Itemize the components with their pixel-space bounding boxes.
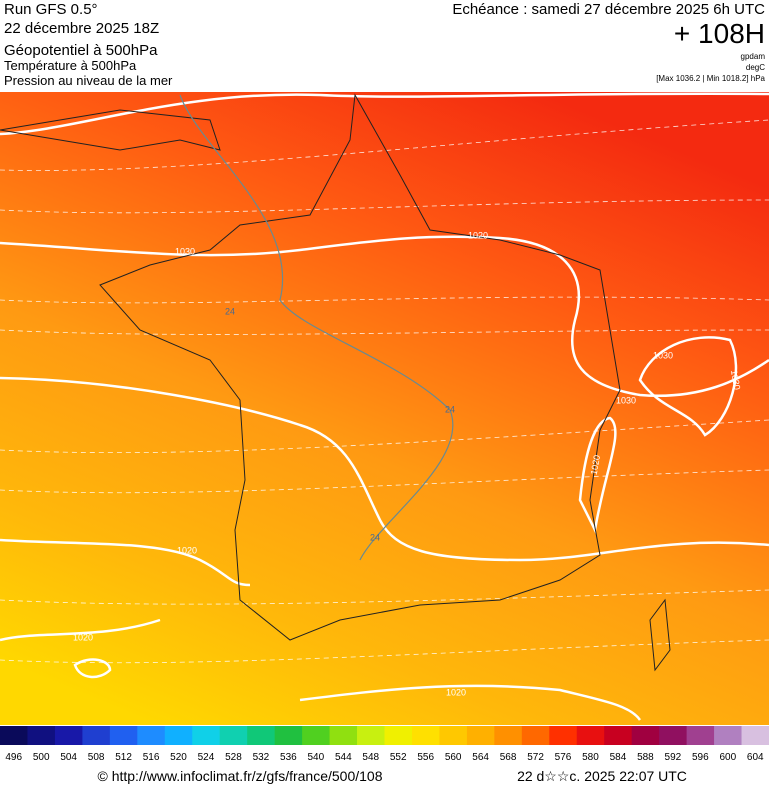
scale-cell (329, 726, 358, 745)
contour-label: 1030 (653, 350, 673, 360)
scale-label: 496 (5, 752, 22, 763)
scale-cell (549, 726, 578, 745)
scale-label: 516 (143, 752, 160, 763)
footer-date: 22 d☆☆c. 2025 22:07 UTC (517, 768, 687, 784)
coastline (0, 93, 671, 672)
scale-cell (604, 726, 633, 745)
map-field (0, 92, 769, 725)
echeance: Echéance : samedi 27 décembre 2025 6h UT… (452, 1, 765, 18)
contour-label: 24 (445, 404, 455, 414)
scale-cell (659, 726, 688, 745)
scale-cell (714, 726, 743, 745)
contour-label: 1020 (468, 230, 488, 240)
scale-label: 600 (719, 752, 736, 763)
footer-url: © http://www.infoclimat.fr/z/gfs/france/… (98, 768, 383, 784)
scale-cell (302, 726, 331, 745)
offset: + 108H (674, 18, 765, 49)
contour-label: 24 (370, 532, 380, 542)
contour-label: 1030 (729, 369, 742, 390)
scale-label: 580 (582, 752, 599, 763)
scale-cell (274, 726, 303, 745)
scale-cell (494, 726, 523, 745)
scale-label: 504 (60, 752, 77, 763)
scale-cell (384, 726, 413, 745)
scale-label: 568 (500, 752, 517, 763)
scale-label: 500 (33, 752, 50, 763)
scale-label: 552 (390, 752, 407, 763)
scale-cell (247, 726, 276, 745)
scale-cell (411, 726, 440, 745)
scale-label: 536 (280, 752, 297, 763)
scale-label: 560 (445, 752, 462, 763)
run-date: 22 décembre 2025 18Z (4, 20, 159, 37)
scale-cell (82, 726, 111, 745)
scale-label: 584 (610, 752, 627, 763)
contour-label: 1030 (616, 395, 636, 405)
unit: degC (746, 63, 765, 72)
contour-label: 1020 (177, 545, 197, 555)
range: [Max 1036.2 | Min 1018.2] hPa (656, 74, 765, 83)
scale-label: 548 (362, 752, 379, 763)
scale-cell (686, 726, 715, 745)
scale-label: 528 (225, 752, 242, 763)
scale-cell (219, 726, 248, 745)
map (0, 92, 769, 725)
scale-label: 564 (472, 752, 489, 763)
scale-label: 544 (335, 752, 352, 763)
scale-cell (741, 726, 769, 745)
contour-labels: 1030 1020 24 1030 1030 1030 1020 24 1020… (73, 230, 742, 697)
field: Géopotentiel à 500hPa (4, 42, 158, 59)
contour-label: 1020 (589, 454, 602, 475)
scale-cell (521, 726, 550, 745)
scale-cell (27, 726, 56, 745)
scale-cell (109, 726, 138, 745)
scale-cell (164, 726, 193, 745)
color-scale: 496 500 504 508 512 516 520 524 528 532 536 540 544 5… (0, 726, 769, 763)
scale-label: 588 (637, 752, 654, 763)
scale-label: 596 (692, 752, 709, 763)
scale-label: 576 (555, 752, 572, 763)
scale-label: 572 (527, 752, 544, 763)
unit: gpdam (741, 52, 766, 61)
scale-cell (357, 726, 385, 745)
scale-cell (576, 726, 605, 745)
contour-label: 1020 (446, 687, 466, 697)
scale-cell (466, 726, 495, 745)
scale-label: 508 (88, 752, 105, 763)
isotherm-24 (179, 94, 454, 561)
run: Run GFS 0.5° (4, 1, 98, 18)
isobars (0, 92, 769, 721)
scale-cell (54, 726, 83, 745)
field: Pression au niveau de la mer (4, 73, 173, 88)
contour-label: 1020 (73, 632, 93, 642)
scale-label: 604 (747, 752, 764, 763)
scale-label: 540 (307, 752, 324, 763)
scale-cell (137, 726, 166, 745)
scale-label: 592 (665, 752, 682, 763)
scale-label: 512 (115, 752, 132, 763)
scale-label: 524 (198, 752, 215, 763)
scale-cell (0, 726, 28, 745)
scale-label: 556 (417, 752, 434, 763)
contour-label: 24 (225, 306, 235, 316)
scale-label: 520 (170, 752, 187, 763)
field: Température à 500hPa (4, 58, 137, 73)
contour-label: 1030 (175, 246, 195, 256)
scale-cell (192, 726, 221, 745)
scale-label: 532 (253, 752, 270, 763)
scale-cell (631, 726, 660, 745)
scale-cell (439, 726, 468, 745)
